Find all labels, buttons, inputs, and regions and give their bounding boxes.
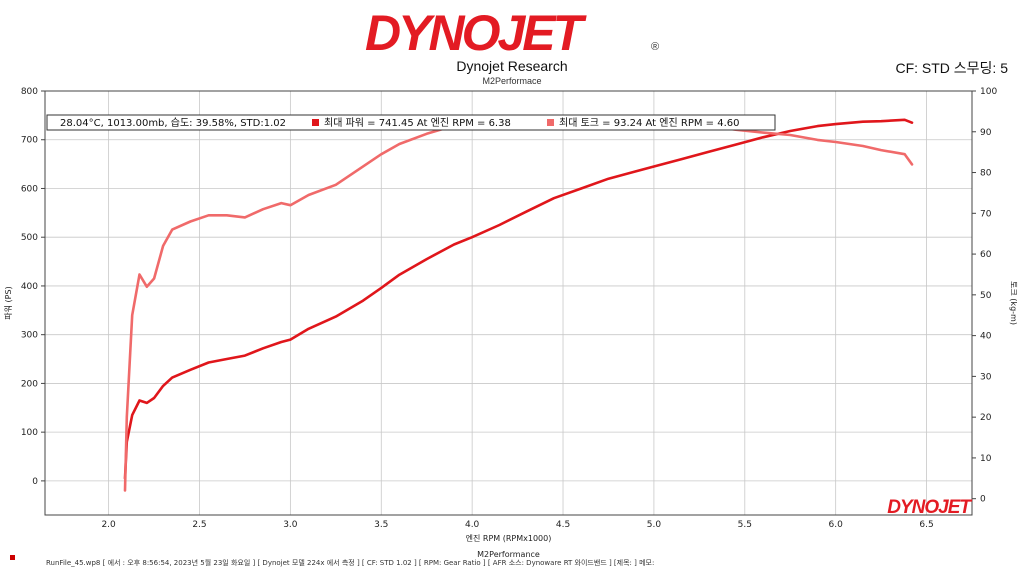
y-right-tick-label: 20 — [980, 413, 992, 423]
legend-power: 최대 파워 = 741.45 At 엔진 RPM = 6.38 — [324, 116, 511, 129]
y-left-tick-label: 600 — [21, 184, 38, 194]
x-tick-label: 4.0 — [465, 520, 480, 530]
y-right-tick-label: 60 — [980, 250, 992, 260]
y-left-tick-label: 400 — [21, 282, 38, 292]
x-axis-sublabel: M2Performance — [477, 550, 540, 559]
x-tick-label: 3.0 — [283, 520, 298, 530]
x-tick-label: 6.5 — [919, 520, 933, 530]
legend: 28.04°C, 1013.00mb, 습도: 39.58%, STD:1.02… — [46, 114, 776, 131]
x-tick-label: 2.0 — [101, 520, 116, 530]
legend-conditions: 28.04°C, 1013.00mb, 습도: 39.58%, STD:1.02 — [60, 117, 286, 129]
y-axis-right-label: 토크 (kg-m) — [1009, 281, 1018, 325]
y-left-tick-label: 800 — [21, 87, 38, 97]
y-right-tick-label: 90 — [980, 128, 992, 138]
y-right-tick-label: 100 — [980, 87, 997, 97]
cf-smoothing-info: CF: STD 스무딩: 5 — [895, 60, 1008, 76]
y-left-tick-label: 700 — [21, 136, 38, 146]
x-tick-label: 2.5 — [192, 520, 206, 530]
dynojet-logo: DYNOJET ® — [365, 6, 659, 56]
legend-power-swatch — [312, 119, 319, 126]
chart-subtitle: M2Performace — [482, 76, 542, 86]
grid — [45, 90, 972, 515]
y-left-tick-label: 500 — [21, 233, 38, 243]
x-tick-label: 4.5 — [556, 520, 570, 530]
legend-box — [46, 114, 776, 131]
legend-torque: 최대 토크 = 93.24 At 엔진 RPM = 4.60 — [559, 117, 739, 129]
power-series-line — [123, 118, 914, 480]
y-right-tick-label: 70 — [980, 209, 992, 219]
y-left-tick-label: 100 — [21, 428, 38, 438]
y-right-tick-label: 80 — [980, 169, 992, 179]
registered-mark: ® — [651, 41, 659, 53]
tick-labels: 2.0 2.5 3.0 3.5 4.0 4.5 5.0 5.5 6.0 6.50100200300… — [21, 87, 998, 530]
y-right-tick-label: 0 — [980, 495, 986, 505]
torque-series-line — [123, 117, 914, 492]
chart-title: Dynojet Research — [456, 58, 568, 74]
x-tick-label: 6.0 — [829, 520, 844, 530]
run-marker-icon — [10, 555, 15, 560]
x-tick-label: 5.0 — [647, 520, 662, 530]
legend-torque-swatch — [547, 119, 554, 126]
plot-frame — [44, 90, 973, 516]
y-right-tick-label: 30 — [980, 372, 992, 382]
x-tick-label: 3.5 — [374, 520, 388, 530]
y-right-tick-label: 10 — [980, 454, 992, 464]
y-right-tick-label: 50 — [980, 291, 992, 301]
y-axis-left-label: 파워 (PS) — [4, 286, 13, 319]
x-axis-label: 엔진 RPM (RPMx1000) — [466, 533, 552, 543]
series-layer — [123, 117, 914, 492]
logo-text: DYNOJET — [365, 6, 588, 56]
y-right-tick-label: 40 — [980, 332, 992, 342]
run-info-footer: RunFile_45.wp8 [ 에서 : 오후 8:56:54, 2023년 … — [46, 559, 655, 567]
y-left-tick-label: 200 — [21, 379, 38, 389]
x-tick-label: 5.5 — [738, 520, 752, 530]
y-left-tick-label: 300 — [21, 331, 38, 341]
dynojet-watermark: DYNOJET — [887, 497, 972, 518]
y-left-tick-label: 0 — [32, 477, 38, 487]
